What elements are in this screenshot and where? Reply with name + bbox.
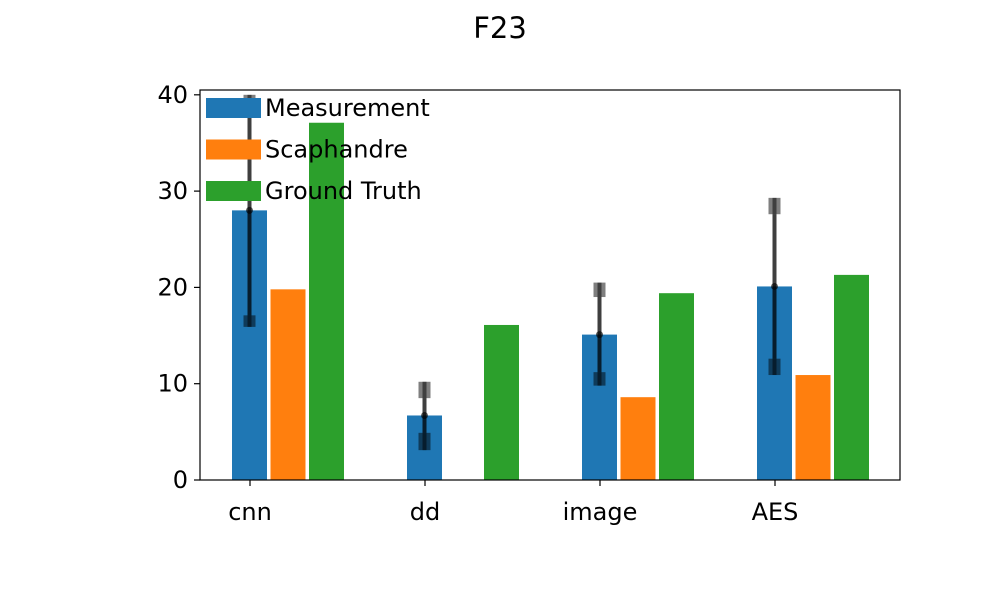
error-bar-cap-low-image [593, 372, 606, 386]
error-bar-cap-low-dd [418, 432, 431, 451]
error-bar-center-aes [771, 282, 778, 290]
error-bar-cap-high-aes [768, 197, 781, 215]
y-tick-label-0: 0 [173, 466, 188, 494]
bar-ground-truth-aes [834, 274, 869, 480]
error-bar-center-image [596, 331, 603, 339]
error-bar-cap-high-image [593, 282, 606, 298]
bar-scaphandre-aes [795, 375, 831, 480]
x-axis: cnn dd image AES [228, 480, 798, 526]
x-tick-label-aes: AES [752, 498, 799, 526]
bar-ground-truth-image [659, 293, 694, 480]
y-tick-label-30: 30 [157, 177, 188, 205]
error-bar-center-cnn [246, 206, 253, 214]
legend-swatch-measurement [206, 98, 261, 118]
legend-label-measurement: Measurement [265, 94, 430, 122]
legend-label-ground-truth: Ground Truth [265, 177, 422, 205]
y-tick-label-40: 40 [157, 81, 188, 109]
y-axis: 0 10 20 30 40 [157, 81, 200, 494]
y-tick-label-20: 20 [157, 273, 188, 301]
bar-ground-truth-dd [484, 324, 519, 480]
y-tick-label-10: 10 [157, 370, 188, 398]
x-tick-label-cnn: cnn [228, 498, 272, 526]
error-bar-cap-low-aes [768, 358, 781, 376]
x-tick-label-dd: dd [410, 498, 440, 526]
legend-swatch-ground-truth [206, 181, 261, 201]
chart-title: F23 [473, 11, 527, 45]
bar-ground-truth-cnn [309, 122, 344, 481]
legend-swatch-scaphandre [206, 139, 261, 160]
bar-group [232, 122, 869, 481]
error-bar-center-dd [421, 411, 428, 419]
error-bar-cap-high-dd [418, 381, 431, 399]
error-bar-cap-low-cnn [243, 315, 256, 327]
legend: Measurement Scaphandre Ground Truth [206, 94, 430, 205]
x-tick-label-image: image [563, 498, 638, 526]
plot-frame [199, 89, 901, 481]
bar-scaphandre-cnn [270, 289, 306, 480]
error-bar-group [243, 94, 781, 451]
bar-scaphandre-image [620, 397, 656, 480]
legend-label-scaphandre: Scaphandre [265, 136, 408, 164]
